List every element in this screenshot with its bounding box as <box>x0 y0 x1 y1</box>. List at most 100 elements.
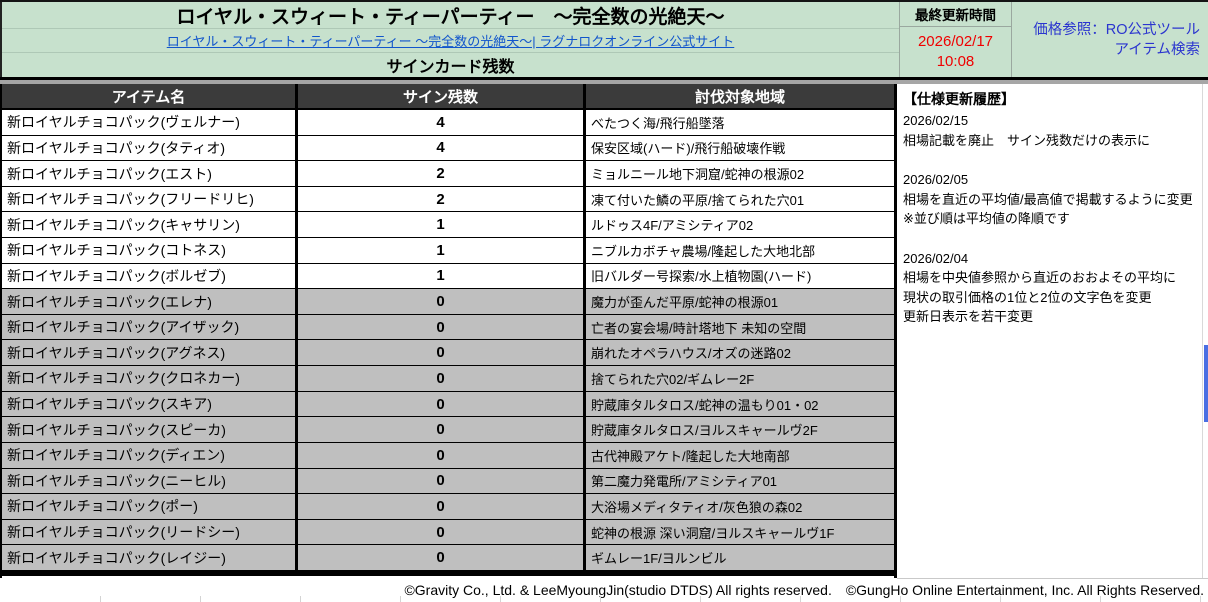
banner: ロイヤル・スウィート・ティーパーティー 〜完全数の光絶天〜 ロイヤル・スウィート… <box>0 2 1208 77</box>
cell-sign-count: 4 <box>298 135 586 161</box>
table-row: 新ロイヤルチョコパック(ポー) 0 大浴場メディタティオ/灰色狼の森02 <box>2 494 894 520</box>
cell-hunt-area: 魔力が歪んだ平原/蛇神の根源01 <box>591 295 779 311</box>
grid-line <box>1100 596 1101 602</box>
cell-item-name: 新ロイヤルチョコパック(ヴェルナー) <box>2 110 298 135</box>
history-panel: 【仕様更新履歴】 2026/02/15 相場記載を廃止 サイン残数だけの表示に 20… <box>897 84 1208 578</box>
cell-sign-count: 0 <box>298 545 586 570</box>
price-reference-line2: アイテム検索 <box>1114 41 1200 58</box>
section-title: サインカード残数 <box>2 52 899 77</box>
table-row: 新ロイヤルチョコパック(スキア) 0 貯蔵庫タルタロス/蛇神の温もり01・02 <box>2 391 894 418</box>
cell-sign-count: 2 <box>298 186 586 212</box>
table-body: 新ロイヤルチョコパック(ヴェルナー) 4 べたつく海/飛行船墜落 新ロイヤルチョコパッ… <box>2 110 894 571</box>
grid-line <box>100 596 101 602</box>
sheet-right-gridline <box>1202 84 1203 578</box>
cell-hunt-area: 大浴場メディタティオ/灰色狼の森02 <box>591 499 803 515</box>
price-reference-line1: 価格参照：RO公式ツール <box>1033 21 1200 38</box>
cell-hunt-area: 貯蔵庫タルタロス/蛇神の温もり01・02 <box>591 397 819 413</box>
history-entry: 2026/02/15 相場記載を廃止 サイン残数だけの表示に <box>903 111 1208 150</box>
cell-hunt-area: 第二魔力発電所/アミシティア01 <box>591 474 778 490</box>
cell-item-name: 新ロイヤルチョコパック(ニーヒル) <box>2 468 298 494</box>
last-updated-time: 10:08 <box>936 53 975 70</box>
cell-sign-count: 0 <box>298 340 586 366</box>
table-row: 新ロイヤルチョコパック(エレナ) 0 魔力が歪んだ平原/蛇神の根源01 <box>2 289 894 315</box>
table-row: 新ロイヤルチョコパック(エスト) 2 ミョルニール地下洞窟/蛇神の根源02 <box>2 161 894 187</box>
cell-item-name: 新ロイヤルチョコパック(スピーカ) <box>2 417 298 442</box>
col-header-sign-count: サイン残数 <box>298 84 586 108</box>
last-updated-date: 2026/02/17 <box>917 33 994 50</box>
table-row: 新ロイヤルチョコパック(ニーヒル) 0 第二魔力発電所/アミシティア01 <box>2 468 894 495</box>
cell-item-name: 新ロイヤルチョコパック(タティオ) <box>2 135 298 161</box>
history-line: 相場を直近の平均値/最高値で掲載するように変更 <box>903 191 1193 207</box>
history-title: 【仕様更新履歴】 <box>903 91 1015 107</box>
cell-item-name: 新ロイヤルチョコパック(アグネス) <box>2 340 298 366</box>
history-line: 更新日表示を若干変更 <box>903 309 1034 324</box>
footer: ©Gravity Co., Ltd. & LeeMyoungJin(studio… <box>0 578 1208 602</box>
cell-sign-count: 0 <box>298 468 586 494</box>
last-updated-value: 2026/02/17 10:08 <box>900 27 1011 77</box>
cell-hunt-area: 保安区域(ハード)/飛行船破壊作戦 <box>591 141 786 157</box>
cell-sign-count: 1 <box>298 238 586 263</box>
cell-hunt-area: 古代神殿アケト/隆起した大地南部 <box>591 448 790 464</box>
cell-sign-count: 4 <box>298 110 586 135</box>
banner-bottom-border <box>0 77 1208 80</box>
grid-line <box>600 596 601 602</box>
cell-hunt-area: 旧バルダー号探索/水上植物園(ハード) <box>591 269 812 285</box>
table-row: 新ロイヤルチョコパック(アグネス) 0 崩れたオペラハウス/オズの迷路02 <box>2 340 894 367</box>
cell-hunt-area: べたつく海/飛行船墜落 <box>591 115 725 131</box>
cell-sign-count: 0 <box>298 391 586 417</box>
history-date: 2026/02/04 <box>903 250 969 266</box>
cell-hunt-area: 崩れたオペラハウス/オズの迷路02 <box>591 346 791 362</box>
history-entries: 2026/02/15 相場記載を廃止 サイン残数だけの表示に 2026/02/05 相… <box>903 111 1208 327</box>
history-line: ※並び順は平均値の降順です <box>903 211 1070 226</box>
cell-sign-count: 2 <box>298 161 586 186</box>
cell-hunt-area: 貯蔵庫タルタロス/ヨルスキャールヴ2F <box>591 423 818 439</box>
scrollbar-thumb[interactable] <box>1204 345 1208 422</box>
table-row: 新ロイヤルチョコパック(レイジー) 0 ギムレー1F/ヨルンビル <box>2 545 894 571</box>
table-row: 新ロイヤルチョコパック(ヴェルナー) 4 べたつく海/飛行船墜落 <box>2 110 894 136</box>
table-row: 新ロイヤルチョコパック(ボルゼブ) 1 旧バルダー号探索/水上植物園(ハード) <box>2 263 894 290</box>
cell-item-name: 新ロイヤルチョコパック(ディエン) <box>2 442 298 468</box>
sign-card-table: アイテム名 サイン残数 討伐対象地域 新ロイヤルチョコパック(ヴェルナー) 4 べた… <box>0 84 897 578</box>
official-site-link[interactable]: ロイヤル・スウィート・ティーパーティー 〜完全数の光絶天〜| ラグナロクオンライ… <box>166 34 735 49</box>
footer-separator-line <box>897 578 1208 579</box>
last-updated-label: 最終更新時間 <box>900 2 1011 27</box>
top-border-line <box>0 0 1208 2</box>
table-row: 新ロイヤルチョコパック(スピーカ) 0 貯蔵庫タルタロス/ヨルスキャールヴ2F <box>2 417 894 443</box>
cell-hunt-area: ギムレー1F/ヨルンビル <box>591 551 727 567</box>
col-header-hunt-area: 討伐対象地域 <box>694 88 785 106</box>
gray-separator <box>0 80 1208 84</box>
cell-item-name: 新ロイヤルチョコパック(ボルゼブ) <box>2 263 298 289</box>
history-date: 2026/02/05 <box>903 172 969 187</box>
history-date: 2026/02/15 <box>903 113 969 128</box>
cell-item-name: 新ロイヤルチョコパック(エスト) <box>2 161 298 186</box>
grid-line <box>500 596 501 602</box>
table-row: 新ロイヤルチョコパック(コトネス) 1 ニブルカボチャ農場/隆起した大地北部 <box>2 238 894 264</box>
table-row: 新ロイヤルチョコパック(フリードリヒ) 2 凍て付いた鱗の平原/捨てられた穴01 <box>2 186 894 213</box>
cell-hunt-area: 凍て付いた鱗の平原/捨てられた穴01 <box>591 192 805 208</box>
history-entry: 2026/02/04 相場を中央値参照から直近のおおよその平均に 現状の取引価格の1… <box>903 249 1208 327</box>
table-row: 新ロイヤルチョコパック(リードシー) 0 蛇神の根源 深い洞窟/ヨルスキャールヴ1F <box>2 519 894 546</box>
grid-line <box>200 596 201 602</box>
official-site-link-row: ロイヤル・スウィート・ティーパーティー 〜完全数の光絶天〜| ラグナロクオンライ… <box>2 28 899 52</box>
grid-line <box>900 596 901 602</box>
cell-item-name: 新ロイヤルチョコパック(ポー) <box>2 494 298 519</box>
cell-hunt-area: 蛇神の根源 深い洞窟/ヨルスキャールヴ1F <box>591 525 835 541</box>
history-line: 相場を中央値参照から直近のおおよその平均に <box>903 270 1177 285</box>
table-row: 新ロイヤルチョコパック(クロネカー) 0 捨てられた穴02/ギムレー2F <box>2 366 894 392</box>
table-row: 新ロイヤルチョコパック(アイザック) 0 亡者の宴会場/時計塔地下 未知の空間 <box>2 314 894 341</box>
grid-line <box>300 596 301 602</box>
price-reference-link[interactable]: 価格参照：RO公式ツール アイテム検索 <box>1013 2 1208 77</box>
cell-sign-count: 0 <box>298 442 586 468</box>
grid-line <box>700 596 701 602</box>
grid-line <box>1000 596 1001 602</box>
copyright-text: ©Gravity Co., Ltd. & LeeMyoungJin(studio… <box>404 582 1204 598</box>
cell-sign-count: 0 <box>298 519 586 545</box>
grid-line <box>400 596 401 602</box>
cell-sign-count: 0 <box>298 289 586 314</box>
cell-hunt-area: ミョルニール地下洞窟/蛇神の根源02 <box>591 167 805 183</box>
cell-item-name: 新ロイヤルチョコパック(アイザック) <box>2 314 298 340</box>
cell-item-name: 新ロイヤルチョコパック(リードシー) <box>2 519 298 545</box>
grid-line <box>1200 596 1201 602</box>
cell-item-name: 新ロイヤルチョコパック(フリードリヒ) <box>2 186 298 212</box>
cell-item-name: 新ロイヤルチョコパック(キャサリン) <box>2 212 298 238</box>
